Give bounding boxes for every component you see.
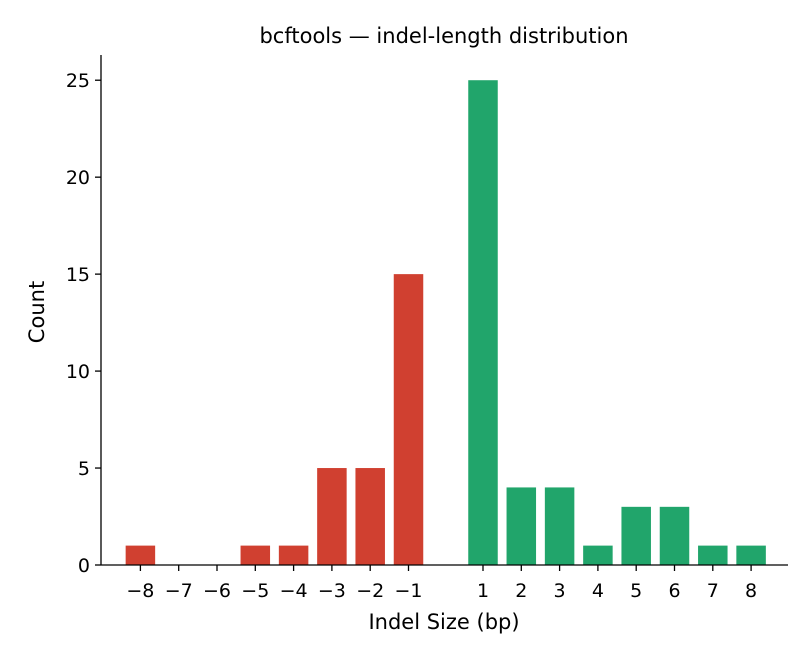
x-tick-label-plus-2: 2 — [515, 580, 527, 602]
y-ticks-layer: 0 5 10 15 20 25 — [66, 70, 101, 577]
x-tick-label-minus-7: −7 — [165, 580, 193, 602]
x-tick-label-plus-7: 7 — [707, 580, 719, 602]
bar-plus-1 — [468, 80, 498, 566]
x-tick-label-minus-8: −8 — [126, 580, 154, 602]
x-tick-label-plus-4: 4 — [592, 580, 604, 602]
x-tick-label-plus-8: 8 — [745, 580, 757, 602]
y-tick-label-25: 25 — [66, 70, 90, 92]
x-tick-label-minus-1: −1 — [394, 580, 422, 602]
bar-minus-8 — [125, 545, 156, 565]
y-axis-title: Count — [25, 281, 49, 343]
x-tick-label-minus-3: −3 — [318, 580, 346, 602]
chart-title: bcftools — indel-length distribution — [259, 24, 628, 48]
x-tick-label-plus-1: 1 — [477, 580, 489, 602]
bar-plus-7 — [698, 545, 728, 565]
bar-plus-2 — [506, 487, 537, 565]
y-tick-label-10: 10 — [66, 361, 90, 383]
x-tick-label-plus-6: 6 — [668, 580, 680, 602]
x-tick-label-minus-6: −6 — [203, 580, 231, 602]
x-tick-label-minus-5: −5 — [241, 580, 269, 602]
y-tick-label-0: 0 — [78, 555, 90, 577]
bars-layer — [125, 80, 766, 566]
x-tick-label-minus-4: −4 — [280, 580, 308, 602]
bar-minus-5 — [240, 545, 271, 565]
y-tick-label-20: 20 — [66, 167, 90, 189]
bar-plus-5 — [621, 506, 651, 565]
bar-plus-6 — [659, 506, 690, 565]
x-tick-label-plus-5: 5 — [630, 580, 642, 602]
y-tick-label-5: 5 — [78, 458, 90, 480]
y-tick-label-15: 15 — [66, 264, 90, 286]
x-tick-label-minus-2: −2 — [356, 580, 384, 602]
bar-plus-8 — [736, 545, 766, 565]
bar-plus-4 — [583, 545, 613, 565]
bar-plus-3 — [544, 487, 575, 565]
x-ticks-layer: −8 −7 −6 −5 −4 −3 −2 −1 1 2 3 4 5 6 7 8 — [126, 565, 757, 602]
bar-minus-1 — [393, 274, 424, 565]
bar-minus-2 — [355, 468, 385, 565]
bar-minus-4 — [278, 545, 309, 565]
x-tick-label-plus-3: 3 — [554, 580, 566, 602]
x-axis-title: Indel Size (bp) — [368, 610, 519, 634]
bar-minus-3 — [317, 468, 347, 565]
